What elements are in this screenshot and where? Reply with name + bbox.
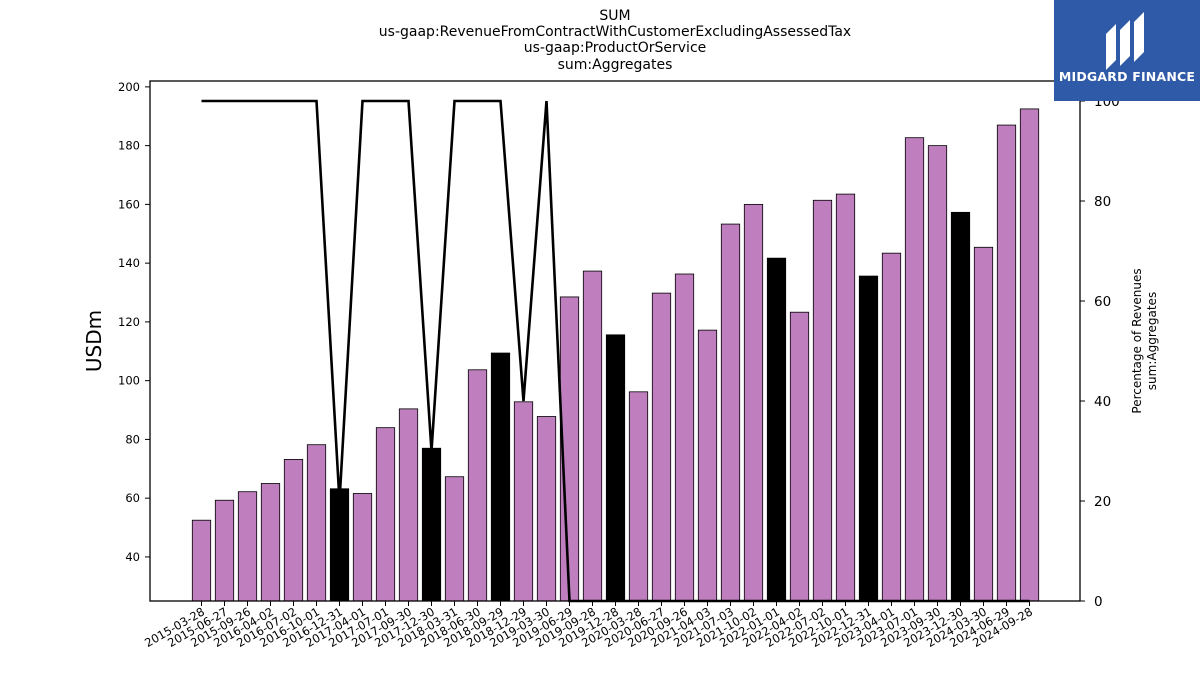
y-tick-label: 100 — [118, 374, 140, 388]
bar-2016-12-31 — [329, 488, 350, 602]
bar-2022-07-02 — [812, 199, 833, 602]
bar-2023-09-30 — [927, 145, 948, 602]
bar-2018-09-29 — [490, 352, 511, 602]
bar-2015-03-28 — [191, 519, 212, 602]
y-tick-label: 160 — [118, 197, 140, 211]
y-tick-label: 200 — [118, 80, 140, 94]
chart-title-line-1: SUM — [599, 8, 631, 24]
bar-2015-09-26 — [237, 491, 258, 602]
bar-2021-04-03 — [697, 329, 718, 602]
y2-axis-label-line-1: Percentage of Revenues — [1130, 268, 1144, 413]
bar-2018-03-31 — [444, 476, 465, 602]
bar-2019-03-30 — [536, 416, 557, 602]
bar-2017-04-01 — [352, 493, 373, 602]
chart-title-line-3: us-gaap:ProductOrService — [523, 40, 707, 56]
logo-mark-icon — [1106, 12, 1144, 70]
logo-text: MIDGARD FINANCE — [1058, 69, 1196, 84]
y-tick-label: 180 — [118, 139, 140, 153]
chart-title-line-4: sum:Aggregates — [557, 57, 673, 73]
bar-2021-10-02 — [743, 203, 764, 602]
y-tick-label: 80 — [125, 432, 140, 446]
y2-axis-label-line-2: sum:Aggregates — [1145, 292, 1159, 390]
y2-tick-label: 60 — [1094, 294, 1111, 310]
bar-2018-12-29 — [513, 401, 534, 602]
bar-2017-09-30 — [398, 408, 419, 602]
y-tick-label: 140 — [118, 256, 140, 270]
bar-2023-07-01 — [904, 137, 925, 602]
bar-2017-07-01 — [375, 427, 396, 602]
y2-tick-label: 40 — [1094, 394, 1111, 410]
y2-tick-label: 0 — [1094, 594, 1103, 610]
bar-2020-09-26 — [674, 273, 695, 602]
bar-2023-04-01 — [881, 252, 902, 602]
bar-2015-06-27 — [214, 499, 235, 602]
chart-title-line-2: us-gaap:RevenueFromContractWithCustomerE… — [378, 24, 852, 40]
y-tick-label: 40 — [125, 550, 140, 564]
y2-tick-label: 20 — [1094, 494, 1111, 510]
bar-2016-04-02 — [260, 483, 281, 602]
bar-2023-12-30 — [950, 211, 971, 602]
bar-2024-03-30 — [973, 246, 994, 602]
y-axis-label: USDm — [82, 310, 106, 372]
bar-2022-10-01 — [835, 193, 856, 602]
bar-2022-12-31 — [858, 275, 879, 602]
x-axis: 2015-03-282015-06-272015-09-262016-04-02… — [142, 601, 1035, 650]
bar-2020-03-28 — [628, 391, 649, 602]
bar-2024-09-28 — [1019, 108, 1040, 602]
y2-tick-label: 80 — [1094, 194, 1111, 210]
brand-logo: MIDGARD FINANCE — [1054, 0, 1200, 101]
bar-series — [191, 108, 1040, 602]
bar-2016-10-01 — [306, 444, 327, 602]
bar-2017-12-30 — [421, 447, 442, 602]
bar-2019-12-28 — [605, 334, 626, 602]
bar-2020-06-27 — [651, 292, 672, 602]
bar-2016-07-02 — [283, 458, 304, 602]
left-axis: 40 60 80 100 120 140 160 180 200 — [118, 80, 150, 564]
bar-2022-04-02 — [789, 311, 810, 602]
y-tick-label: 60 — [125, 491, 140, 505]
bar-2022-01-01 — [766, 257, 787, 602]
bar-2024-06-29 — [996, 124, 1017, 602]
bar-2019-09-28 — [582, 270, 603, 602]
y-tick-label: 120 — [118, 315, 140, 329]
bar-2018-06-30 — [467, 369, 488, 602]
bar-2021-07-03 — [720, 223, 741, 602]
